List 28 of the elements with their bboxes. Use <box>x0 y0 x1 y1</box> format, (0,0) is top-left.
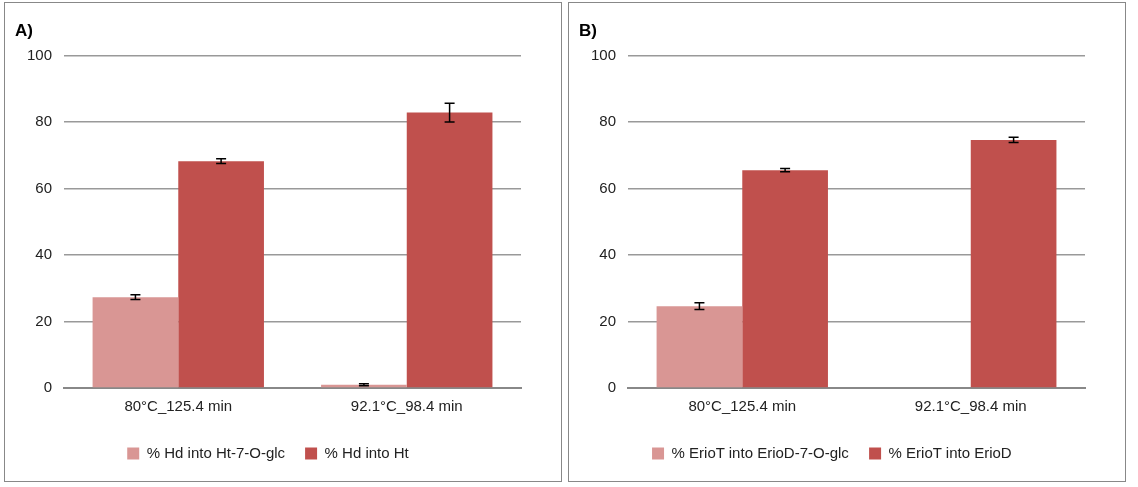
legend-label: % ErioT into ErioD-7-O-glc <box>671 443 850 461</box>
y-tick-label: 80 <box>599 112 617 130</box>
y-tick-label: 60 <box>35 178 53 196</box>
y-tick-label: 100 <box>591 45 617 63</box>
y-tick-label: 40 <box>35 245 53 263</box>
legend-label: % Hd into Ht-7-O-glc <box>146 443 286 461</box>
bar <box>178 161 264 388</box>
legend-label: % ErioT into ErioD <box>888 443 1012 461</box>
x-tick-label: 92.1°C_98.4 min <box>914 397 1027 415</box>
y-tick-label: 100 <box>27 45 53 63</box>
bar <box>656 306 743 388</box>
chart-title: B) <box>579 20 597 40</box>
y-tick-label: 20 <box>35 311 53 329</box>
x-tick-label: 80°C_125.4 min <box>688 397 797 415</box>
bar <box>742 170 828 388</box>
bar <box>970 139 1057 388</box>
bar <box>92 297 179 388</box>
x-tick-label: 80°C_125.4 min <box>124 397 233 415</box>
y-tick-label: 80 <box>35 112 53 130</box>
y-tick-label: 0 <box>43 378 53 396</box>
y-tick-label: 60 <box>599 178 617 196</box>
chart-title: A) <box>15 20 33 40</box>
bar <box>406 112 493 388</box>
legend-label: % Hd into Ht <box>324 443 410 461</box>
x-tick-label: 92.1°C_98.4 min <box>350 397 463 415</box>
y-tick-label: 40 <box>599 245 617 263</box>
y-tick-label: 20 <box>599 311 617 329</box>
y-tick-label: 0 <box>607 378 617 396</box>
